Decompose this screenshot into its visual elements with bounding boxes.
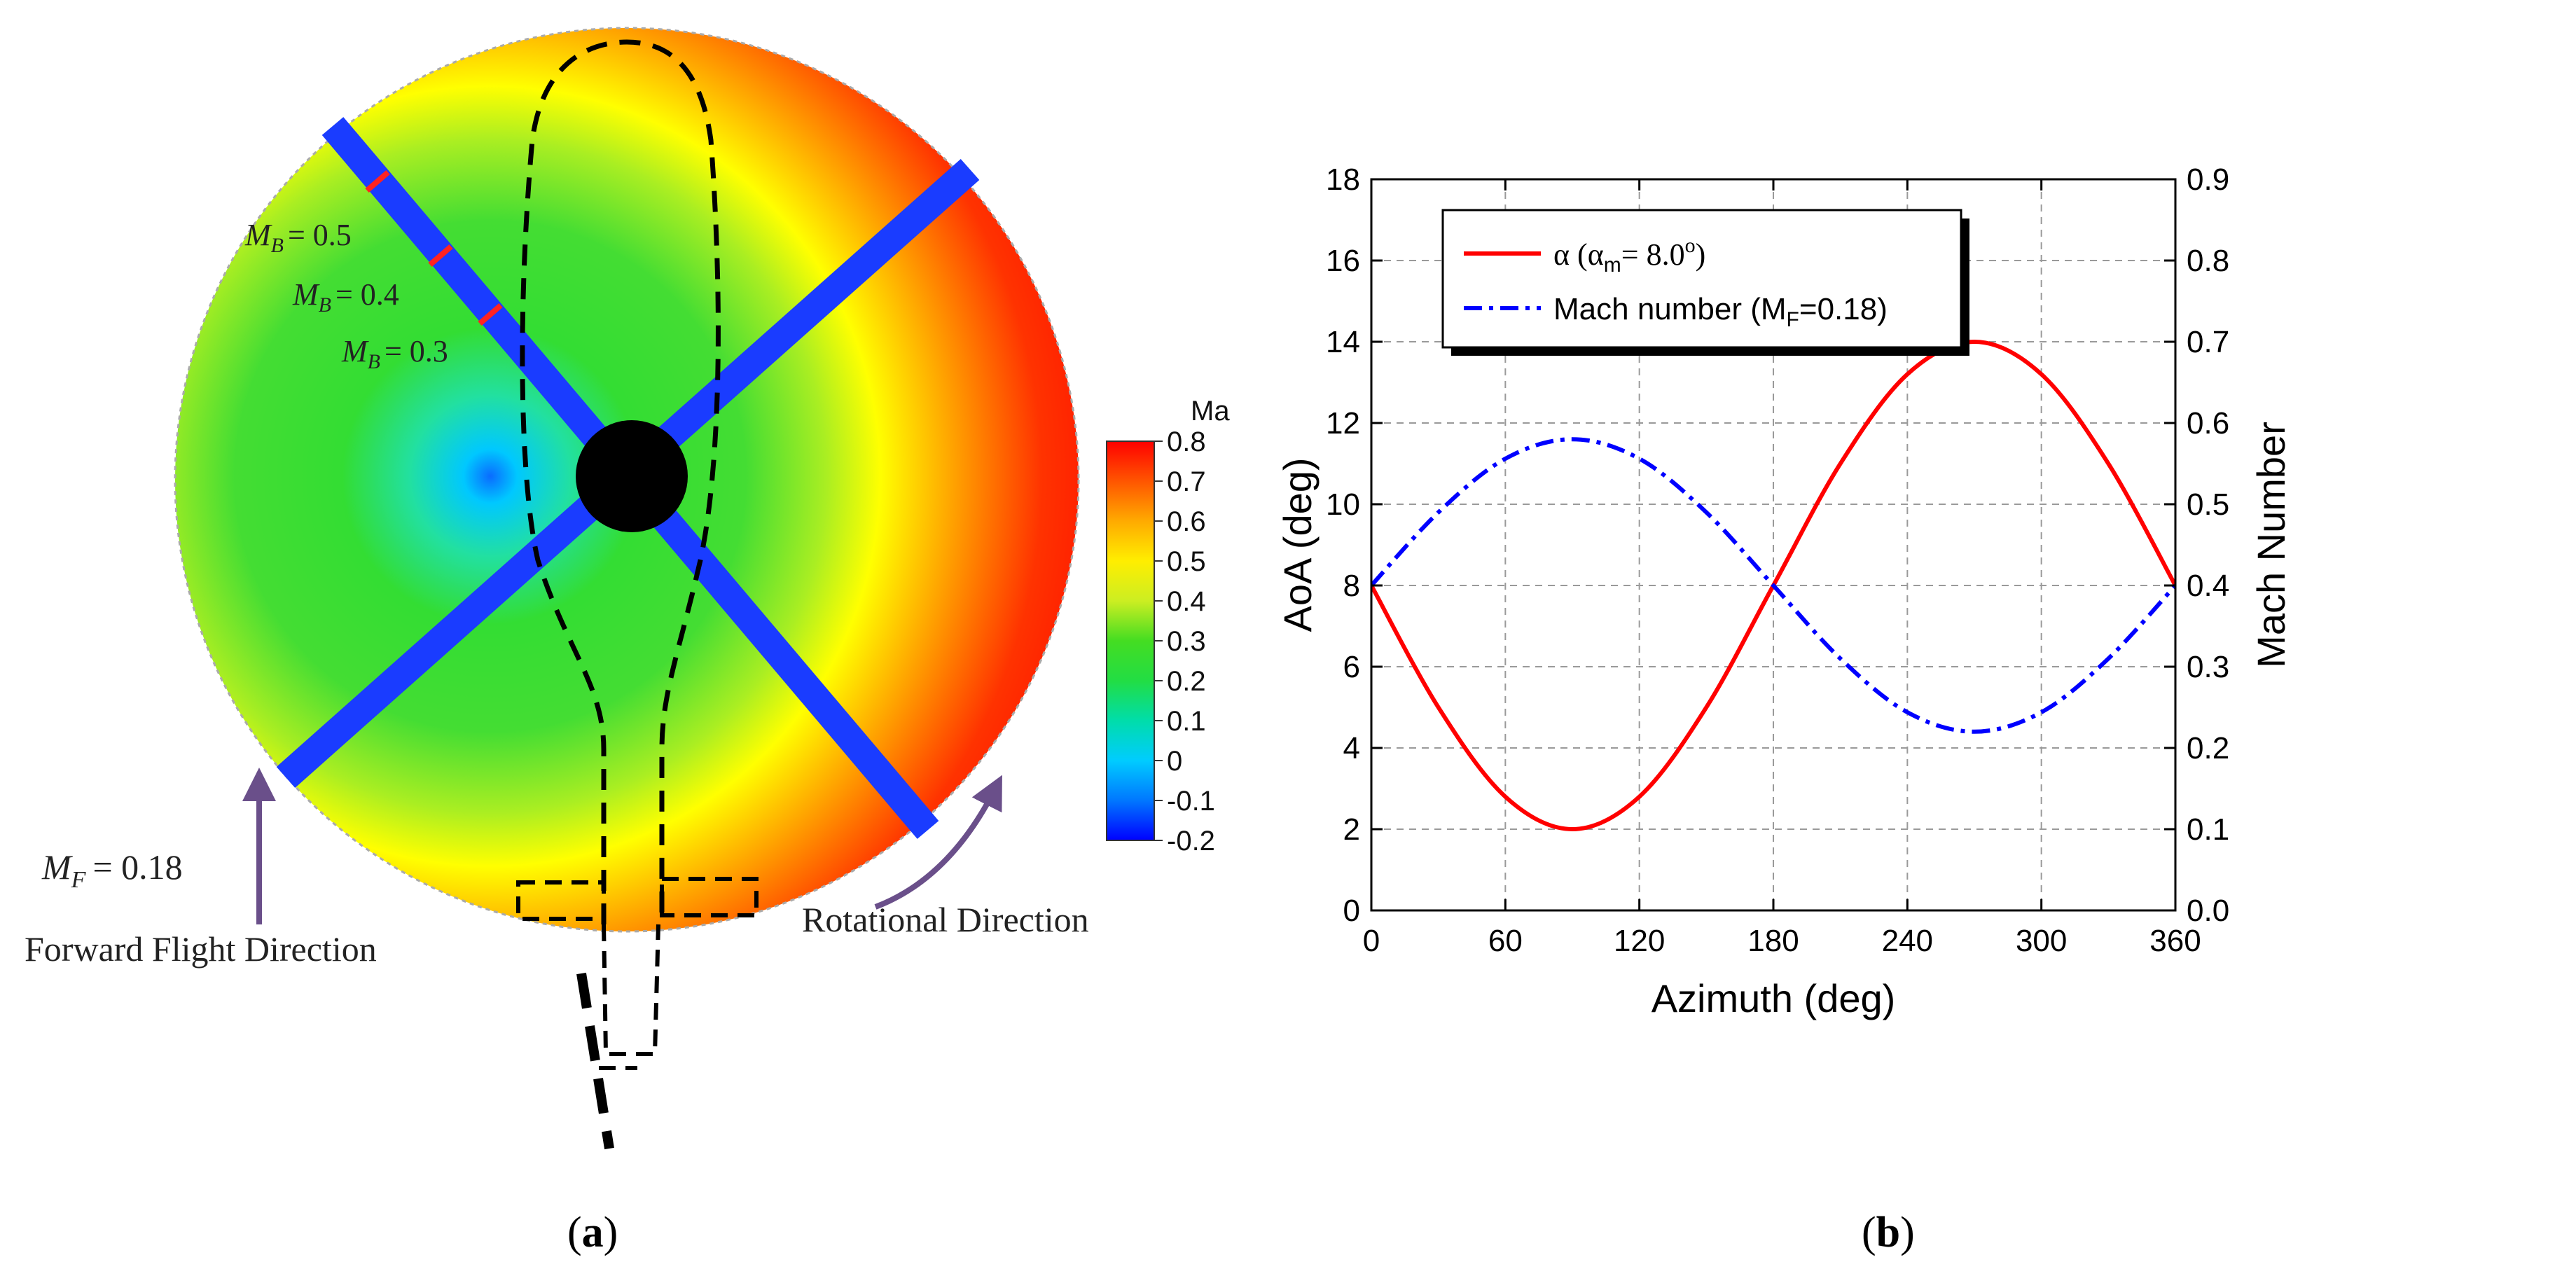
legend-label-alpha: α (αm= 8.0o) [1553, 234, 1705, 277]
fuselage-outline [520, 39, 721, 924]
y2-tick-label: 0.9 [2187, 162, 2229, 197]
forward-flight-label: Forward Flight Direction [25, 929, 377, 969]
x-tick-label: 120 [1614, 924, 1665, 958]
colorbar-tick-label: 0.3 [1167, 626, 1206, 657]
svg-text:MB= 0.3: MB = 0.3 [341, 334, 448, 373]
colorbar-tick-label: 0.7 [1167, 466, 1206, 497]
y-tick-label: 10 [1326, 487, 1360, 522]
svg-text:MB= 0.5: MB = 0.5 [244, 218, 352, 257]
blade-section-marker [478, 303, 503, 326]
mb-label: MB = 0.5 [244, 218, 352, 257]
series-line-mach [1371, 437, 2175, 734]
mf-label: MF = 0.18 [41, 847, 183, 893]
colorbar-tick-label: 0.8 [1167, 426, 1206, 457]
y-tick-label: 6 [1343, 650, 1360, 684]
colorbar-title: Ma [1191, 396, 1230, 426]
colorbar-gradient [1106, 441, 1155, 841]
tail-boom-outline [599, 924, 660, 1070]
colorbar-tick-label: -0.1 [1167, 786, 1215, 817]
colorbar-tick-label: 0.4 [1167, 586, 1206, 617]
colorbar-tick-label: 0.1 [1167, 706, 1206, 737]
legend-label-mach: Mach number (MF=0.18) [1553, 292, 1888, 331]
y-tick-label: 0 [1343, 894, 1360, 928]
mb-label: MB = 0.4 [292, 277, 399, 317]
panel-a-rotor-disk: MB = 0.5 MB = 0.4 MB = 0.3 MF = 0.18 Forward… [25, 27, 1230, 1256]
panel-a-label: (a) [567, 1209, 618, 1256]
rotational-direction-label: Rotational Direction [802, 900, 1089, 939]
rotor-hub [576, 420, 688, 532]
y2-tick-label: 0.8 [2187, 244, 2229, 278]
y2-axis-label: Mach Number [2249, 422, 2293, 668]
y-axis-label: AoA (deg) [1275, 457, 1320, 632]
x-tick-label: 300 [2016, 924, 2067, 958]
y2-tick-label: 0.0 [2187, 894, 2229, 928]
panel-b-chart: 0 60 120 180 240 300 360 0 2 4 6 8 10 12 14 16 18 0.0 0.1 0… [1275, 162, 2293, 1256]
panel-b-label: (b) [1862, 1209, 1915, 1256]
y2-tick-label: 0.6 [2187, 406, 2229, 441]
x-tick-label: 360 [2149, 924, 2201, 958]
colorbar-tick-label: 0.5 [1167, 546, 1206, 577]
grid [1371, 179, 2175, 910]
colorbar-tick-label: 0.2 [1167, 666, 1206, 697]
y2-tick-label: 0.7 [2187, 325, 2229, 359]
x-tick-label: 0 [1363, 924, 1380, 958]
y2-tick-label: 0.5 [2187, 487, 2229, 522]
mb-label: MB = 0.3 [341, 334, 448, 373]
stabilizer-left [516, 880, 606, 921]
svg-text:MF= 0.18: MF = 0.18 [41, 847, 183, 893]
tail-rotor-outline [576, 972, 614, 1150]
y-tick-label: 14 [1326, 325, 1360, 359]
colorbar-tick-label: -0.2 [1167, 826, 1215, 857]
y-tick-label: 12 [1326, 406, 1360, 441]
colorbar: Ma 0.8 0.7 0.6 0.5 0.4 0.3 0.2 0.1 0 -0.1 -0.2 [1106, 396, 1230, 857]
colorbar-tick-label: 0 [1167, 746, 1182, 777]
x-tick-label: 180 [1747, 924, 1799, 958]
y2-tick-label: 0.1 [2187, 812, 2229, 847]
blade-section-marker [428, 244, 453, 268]
y-tick-label: 4 [1343, 731, 1360, 765]
x-axis-label: Azimuth (deg) [1651, 976, 1896, 1020]
y-tick-label: 16 [1326, 244, 1360, 278]
y2-tick-label: 0.2 [2187, 731, 2229, 765]
x-tick-label: 60 [1488, 924, 1523, 958]
y-tick-label: 2 [1343, 812, 1360, 847]
y2-tick-label: 0.4 [2187, 569, 2229, 603]
y-tick-label: 8 [1343, 569, 1360, 603]
stabilizer-right [660, 877, 759, 917]
y2-tick-label: 0.3 [2187, 650, 2229, 684]
svg-text:MB= 0.4: MB = 0.4 [292, 277, 399, 317]
blade-section-marker [365, 169, 390, 193]
colorbar-tick-label: 0.6 [1167, 506, 1206, 537]
x-tick-label: 240 [1882, 924, 1933, 958]
legend: α (αm= 8.0o) Mach number (MF=0.18) [1441, 209, 1969, 356]
legend-box [1441, 209, 1962, 349]
y-tick-label: 18 [1326, 162, 1360, 197]
rotational-direction-arrow [874, 775, 1002, 910]
